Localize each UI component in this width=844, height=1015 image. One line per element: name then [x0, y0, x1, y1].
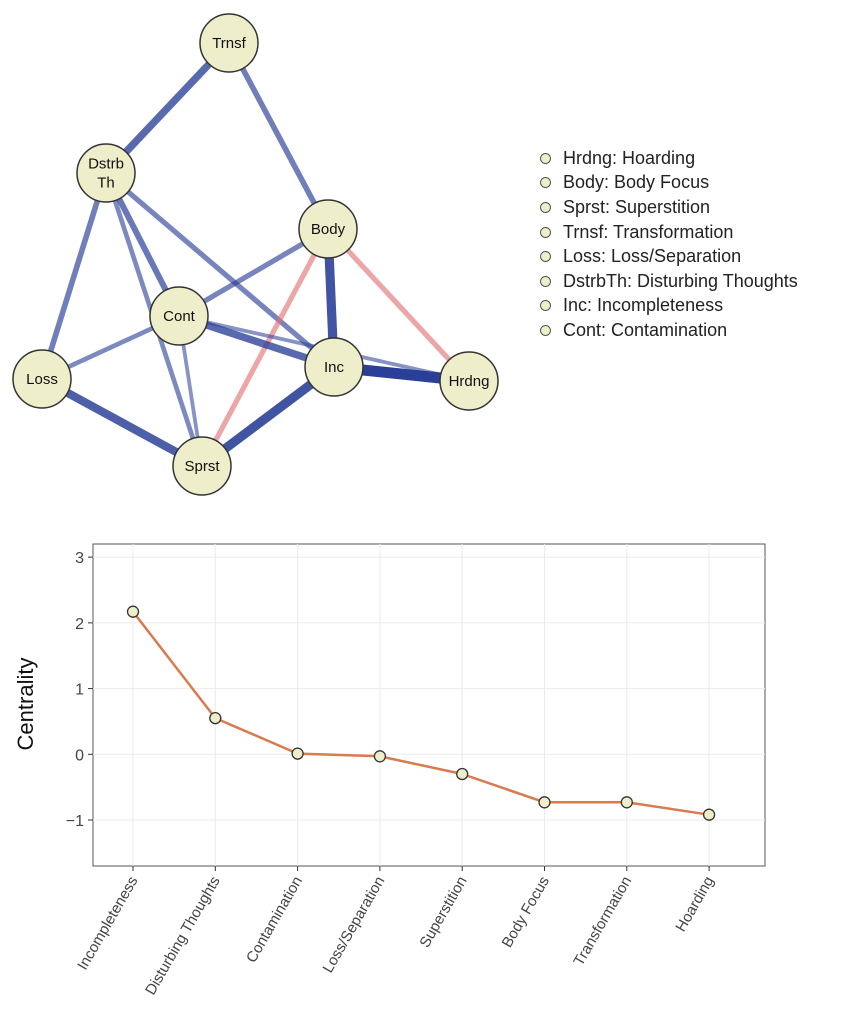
legend-dot-icon	[540, 275, 551, 287]
legend-item: Inc: Incompleteness	[540, 294, 798, 319]
node-circle	[439, 351, 499, 411]
x-tick-label: Body Focus	[499, 874, 553, 951]
plot-panel	[92, 543, 766, 867]
series-line	[126, 605, 716, 821]
node-label: Th	[97, 175, 115, 192]
node-label: Loss	[26, 371, 58, 388]
y-axis-title: Centrality	[13, 658, 38, 751]
node-label: Hrdng	[449, 373, 490, 390]
node-circle	[172, 436, 232, 496]
node-label: Sprst	[184, 458, 220, 475]
node-circle	[304, 337, 364, 397]
legend-item: DstrbTh: Disturbing Thoughts	[540, 269, 798, 294]
network-graph: Trnsf Dstrb Th Body Cont Inc Loss Hrdng Sprst	[12, 13, 499, 496]
x-tick-label: Hoarding	[672, 874, 717, 935]
data-point-superstition	[456, 767, 469, 781]
edge-dstrbth-inc	[104, 171, 336, 369]
x-tick-label: Incompleteness	[74, 874, 141, 973]
y-tick-label: 0	[75, 747, 84, 764]
node-sprst: Sprst	[172, 436, 232, 496]
centrality-chart: 3 2 1 0 −1 Incompleteness Disturbing Thoughts…	[13, 543, 766, 999]
node-label: Cont	[163, 308, 196, 325]
network-edges	[39, 40, 471, 470]
node-label: Inc	[324, 359, 345, 376]
node-label: Trnsf	[212, 35, 246, 52]
x-tick-label: Disturbing Thoughts	[142, 874, 224, 999]
y-tick-label: −1	[66, 813, 84, 830]
legend-dot-icon	[540, 177, 551, 189]
legend-item: Sprst: Superstition	[540, 195, 798, 220]
legend-item: Cont: Contamination	[540, 318, 798, 343]
data-point-contamination	[291, 747, 304, 760]
node-trnsf: Trnsf	[199, 13, 259, 73]
y-tick-label: 2	[75, 616, 84, 633]
x-tick-label: Loss/Separation	[319, 874, 388, 976]
gridlines	[93, 544, 765, 866]
data-point-transformation	[620, 796, 633, 809]
x-axis: Incompleteness Disturbing Thoughts Contami…	[74, 866, 718, 999]
legend-dot-icon	[540, 201, 551, 213]
edge-trnsf-body	[226, 41, 331, 231]
data-point-loss-separation	[373, 750, 387, 763]
x-tick-label: Contamination	[243, 874, 306, 966]
node-label: Dstrb	[88, 156, 124, 173]
legend-dot-icon	[540, 251, 551, 263]
data-point-hoarding	[702, 808, 716, 821]
network-nodes: Trnsf Dstrb Th Body Cont Inc Loss Hrdng Sprst	[12, 13, 499, 496]
node-dstrbth: Dstrb Th	[76, 143, 136, 203]
node-cont: Cont	[149, 286, 209, 346]
y-tick-label: 3	[75, 550, 84, 567]
legend-dot-icon	[540, 152, 551, 164]
legend-item: Body: Body Focus	[540, 171, 798, 196]
node-circle	[149, 286, 209, 346]
edge-dstrbth-loss	[39, 172, 109, 380]
node-circle	[199, 13, 259, 73]
node-body: Body	[298, 199, 358, 259]
network-legend: Hrdng: Hoarding Body: Body Focus Sprst: …	[540, 146, 798, 343]
node-circle	[12, 349, 72, 409]
node-label: Body	[311, 221, 346, 238]
y-axis: 3 2 1 0 −1	[66, 550, 93, 830]
node-hrdng: Hrdng	[439, 351, 499, 411]
legend-item: Trnsf: Transformation	[540, 220, 798, 245]
edge-loss-sprst	[40, 375, 204, 470]
edge-trnsf-dstrbth	[103, 40, 232, 176]
node-circle	[298, 199, 358, 259]
legend-item: Loss: Loss/Separation	[540, 244, 798, 269]
x-tick-label: Transformation	[570, 874, 635, 969]
data-point-disturbing-thoughts	[209, 711, 222, 725]
legend-dot-icon	[540, 300, 551, 312]
legend-dot-icon	[540, 324, 551, 336]
data-point-body-focus	[538, 796, 551, 809]
x-tick-label: Superstition	[416, 874, 470, 951]
node-inc: Inc	[304, 337, 364, 397]
node-loss: Loss	[12, 349, 72, 409]
series-path	[132, 610, 710, 816]
legend-item: Hrdng: Hoarding	[540, 146, 798, 171]
node-circle	[76, 143, 136, 203]
legend-dot-icon	[540, 226, 551, 238]
edge-body-hrdng	[326, 227, 471, 383]
y-tick-label: 1	[75, 682, 84, 699]
data-point-incompleteness	[126, 605, 140, 618]
